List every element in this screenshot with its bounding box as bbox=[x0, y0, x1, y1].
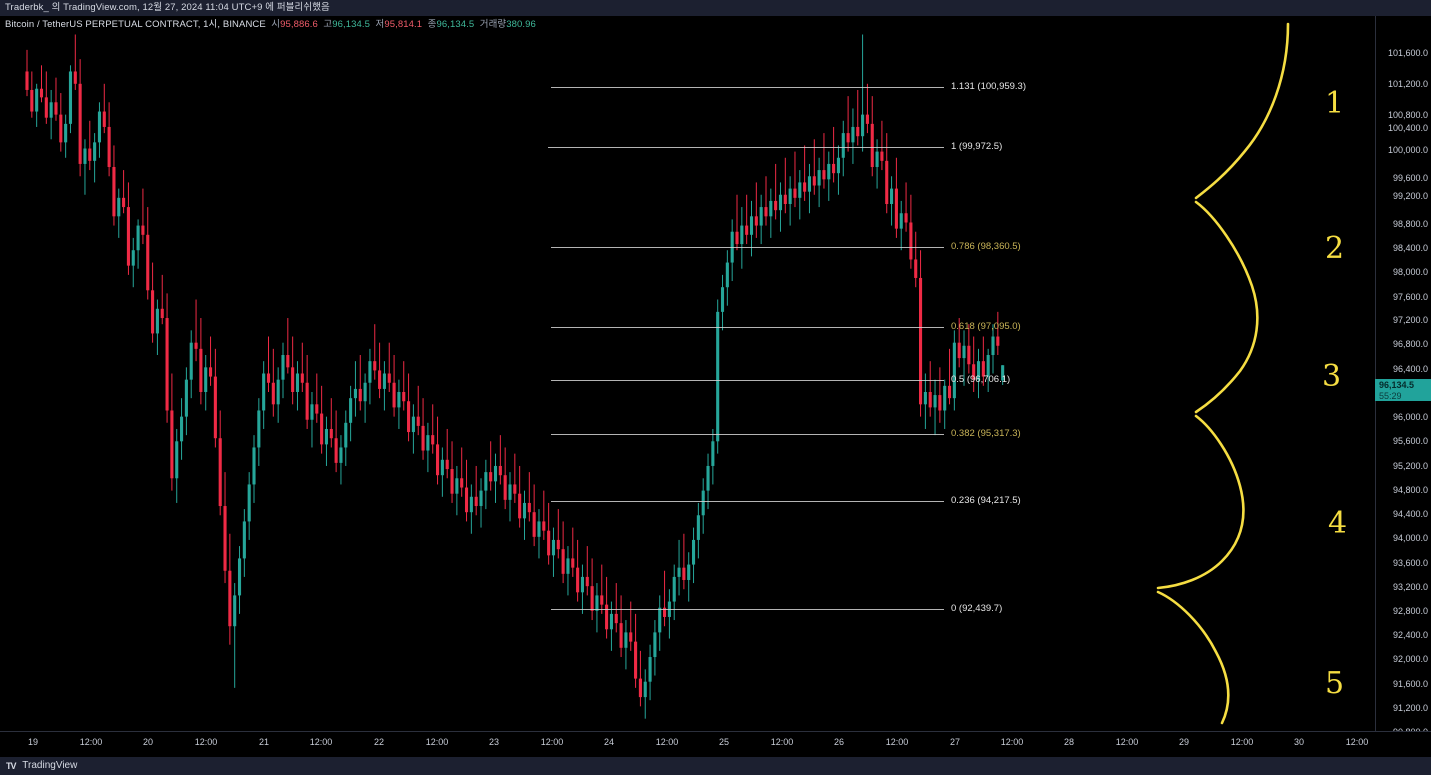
price-tick: 93,200.0 bbox=[1392, 582, 1428, 592]
time-tick: 12:00 bbox=[425, 737, 449, 747]
price-tick: 99,200.0 bbox=[1392, 191, 1428, 201]
time-tick: 12:00 bbox=[885, 737, 909, 747]
price-tick: 93,600.0 bbox=[1392, 558, 1428, 568]
price-tick: 94,400.0 bbox=[1392, 509, 1428, 519]
fib-level-label: 0.786 (98,360.5) bbox=[951, 241, 1021, 252]
price-tick: 95,600.0 bbox=[1392, 436, 1428, 446]
high-value: 96,134.5 bbox=[332, 19, 371, 30]
current-price-badge: 96,134.5 55:29 bbox=[1375, 379, 1431, 401]
time-tick: 23 bbox=[488, 737, 500, 747]
symbol-title[interactable]: Bitcoin / TetherUS PERPETUAL CONTRACT, 1… bbox=[5, 19, 536, 31]
time-tick: 20 bbox=[142, 737, 154, 747]
price-tick: 96,800.0 bbox=[1392, 339, 1428, 349]
time-tick: 30 bbox=[1293, 737, 1305, 747]
publish-info-bar: Traderbk_ 의 TradingView.com, 12월 27, 202… bbox=[0, 0, 1431, 16]
time-tick: 26 bbox=[833, 737, 845, 747]
time-tick: 25 bbox=[718, 737, 730, 747]
high-label: 고 bbox=[323, 19, 333, 30]
fib-level-line[interactable] bbox=[551, 327, 944, 328]
price-tick: 92,400.0 bbox=[1392, 630, 1428, 640]
time-tick: 24 bbox=[603, 737, 615, 747]
chart-legend: Bitcoin / TetherUS PERPETUAL CONTRACT, 1… bbox=[5, 19, 536, 31]
price-tick: 101,200.0 bbox=[1387, 79, 1428, 89]
close-value: 96,134.5 bbox=[436, 19, 475, 30]
price-tick: 92,000.0 bbox=[1392, 654, 1428, 664]
price-tick: 94,800.0 bbox=[1392, 485, 1428, 495]
time-tick: 12:00 bbox=[655, 737, 679, 747]
fib-level-line[interactable] bbox=[551, 609, 944, 610]
fib-level-label: 0.382 (95,317.3) bbox=[951, 428, 1021, 439]
fib-level-label: 1.131 (100,959.3) bbox=[951, 81, 1027, 92]
price-tick: 98,000.0 bbox=[1392, 267, 1428, 277]
time-tick: 12:00 bbox=[194, 737, 218, 747]
price-scale[interactable]: 101,600.0 101,200.0 100,800.0 100,400.0 100,… bbox=[1375, 16, 1431, 761]
fib-level-line[interactable] bbox=[551, 501, 944, 502]
fib-level-line[interactable] bbox=[551, 247, 944, 248]
fib-level-label: 1 (99,972.5) bbox=[951, 141, 1003, 152]
time-scale[interactable]: 19 12:00 20 12:00 21 12:00 22 12:00 23 12:00 24 12:… bbox=[0, 731, 1431, 757]
price-tick: 99,600.0 bbox=[1392, 173, 1428, 183]
tradingview-logo-icon: TV bbox=[6, 761, 16, 771]
price-tick: 92,800.0 bbox=[1392, 606, 1428, 616]
fib-level-line[interactable] bbox=[551, 380, 944, 381]
price-tick: 96,000.0 bbox=[1392, 412, 1428, 422]
time-tick: 21 bbox=[258, 737, 270, 747]
candlestick-series bbox=[25, 34, 1005, 719]
low-label: 저 bbox=[375, 19, 385, 30]
time-tick: 12:00 bbox=[770, 737, 794, 747]
fib-level-line[interactable] bbox=[551, 87, 944, 88]
fib-level-label: 0 (92,439.7) bbox=[951, 603, 1003, 614]
fib-level-label: 0.5 (96,706.1) bbox=[951, 374, 1011, 385]
fib-level-line[interactable] bbox=[551, 434, 944, 435]
fib-level-label: 0.618 (97,095.0) bbox=[951, 321, 1021, 332]
fib-level-label: 0.236 (94,217.5) bbox=[951, 495, 1021, 506]
time-tick: 12:00 bbox=[79, 737, 103, 747]
price-tick: 96,400.0 bbox=[1392, 364, 1428, 374]
time-tick: 12:00 bbox=[1230, 737, 1254, 747]
volume-value: 380.96 bbox=[506, 19, 536, 30]
time-tick: 12:00 bbox=[1000, 737, 1024, 747]
volume-label: 거래량 bbox=[479, 19, 507, 30]
price-tick: 98,400.0 bbox=[1392, 243, 1428, 253]
chart-frame: 1.131 (100,959.3) 1 (99,972.5) 0.786 (98,3… bbox=[0, 16, 1431, 761]
time-tick: 12:00 bbox=[1345, 737, 1369, 747]
symbol-name: Bitcoin / TetherUS PERPETUAL CONTRACT, 1… bbox=[5, 19, 266, 30]
time-tick: 19 bbox=[27, 737, 39, 747]
open-label: 시 bbox=[271, 19, 281, 30]
time-tick: 22 bbox=[373, 737, 385, 747]
time-tick: 27 bbox=[949, 737, 961, 747]
price-tick: 98,800.0 bbox=[1392, 219, 1428, 229]
fib-level-line[interactable] bbox=[548, 147, 944, 148]
bar-countdown-timer: 55:29 bbox=[1379, 391, 1402, 401]
low-value: 95,814.1 bbox=[384, 19, 423, 30]
price-tick: 91,200.0 bbox=[1392, 703, 1428, 713]
time-tick: 12:00 bbox=[1115, 737, 1139, 747]
time-tick: 28 bbox=[1063, 737, 1075, 747]
price-tick: 100,800.0 bbox=[1387, 110, 1428, 120]
price-tick: 101,600.0 bbox=[1387, 48, 1428, 58]
price-tick: 97,600.0 bbox=[1392, 292, 1428, 302]
chart-pane[interactable]: 1.131 (100,959.3) 1 (99,972.5) 0.786 (98,3… bbox=[0, 16, 1375, 731]
price-tick: 100,400.0 bbox=[1387, 123, 1428, 133]
price-tick: 91,600.0 bbox=[1392, 679, 1428, 689]
close-label: 종 bbox=[427, 19, 437, 30]
open-value: 95,886.6 bbox=[280, 19, 318, 30]
time-tick: 12:00 bbox=[309, 737, 333, 747]
current-price-value: 96,134.5 bbox=[1379, 380, 1415, 390]
price-tick: 94,000.0 bbox=[1392, 533, 1428, 543]
price-tick: 95,200.0 bbox=[1392, 461, 1428, 471]
time-tick: 12:00 bbox=[540, 737, 564, 747]
tradingview-wordmark: TradingView bbox=[22, 760, 78, 771]
price-tick: 100,000.0 bbox=[1387, 145, 1428, 155]
time-tick: 29 bbox=[1178, 737, 1190, 747]
tradingview-watermark-bar: TV TradingView bbox=[0, 757, 1431, 775]
price-tick: 97,200.0 bbox=[1392, 315, 1428, 325]
